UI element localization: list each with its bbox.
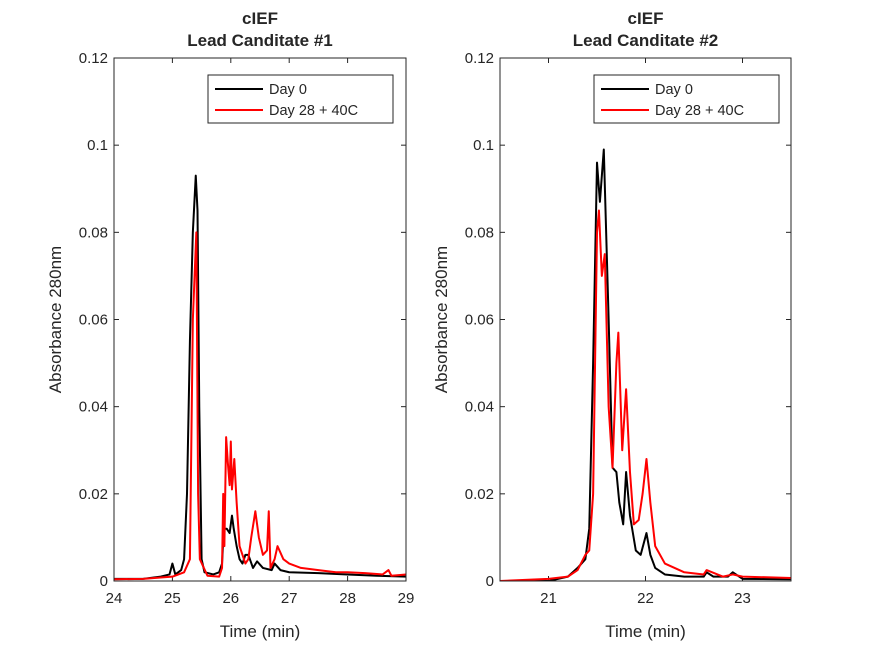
legend-box (207, 74, 394, 124)
x-tick-label: 25 (164, 590, 181, 607)
y-tick-label: 0.1 (473, 137, 494, 154)
plot-area (500, 58, 791, 581)
y-axis-label: Absorbance 280nm (432, 246, 451, 393)
legend-box (593, 74, 780, 124)
legend: Day 0 Day 28 + 40C (207, 74, 394, 124)
plot-area (114, 58, 406, 581)
x-axis-label: Time (min) (605, 622, 686, 641)
legend-entry-label: Day 28 + 40C (269, 103, 358, 119)
y-tick-label: 0.1 (87, 137, 108, 154)
chart-title-line-1: cIEF (242, 9, 278, 28)
chart-lead-candidate-1: cIEF Lead Canditate #1 0 0.02 0.04 0.06 0.08 0.… (46, 9, 414, 641)
chart-title-line-1: cIEF (628, 9, 664, 28)
y-axis-label: Absorbance 280nm (46, 246, 65, 393)
x-tick-label: 28 (339, 590, 356, 607)
x-axis-label: Time (min) (220, 622, 301, 641)
y-tick-label: 0.12 (79, 50, 108, 67)
x-tick-label: 24 (106, 590, 123, 607)
x-tick-label: 22 (637, 590, 654, 607)
y-tick-label: 0.02 (465, 486, 494, 503)
legend-entry-label: Day 0 (269, 82, 307, 98)
chart-title-line-2: Lead Canditate #1 (187, 31, 333, 50)
axes-box (113, 57, 407, 582)
y-tick-label: 0.06 (79, 312, 108, 329)
y-tick-label: 0.04 (79, 399, 108, 416)
y-tick-label: 0.12 (465, 50, 494, 67)
y-tick-label: 0.08 (465, 224, 494, 241)
legend-entry-label: Day 0 (655, 82, 693, 98)
series-line-day-0 (500, 148, 791, 581)
y-tick-label: 0.04 (465, 399, 494, 416)
x-tick-label: 29 (398, 590, 415, 607)
y-tick-label: 0.08 (79, 224, 108, 241)
series-line-day-28-40c (500, 209, 791, 581)
legend-entry-label: Day 28 + 40C (655, 103, 744, 119)
y-tick-label: 0 (486, 573, 494, 590)
x-tick-label: 26 (222, 590, 239, 607)
x-tick-label: 23 (734, 590, 751, 607)
chart-title-line-2: Lead Canditate #2 (573, 31, 719, 50)
legend: Day 0 Day 28 + 40C (593, 74, 780, 124)
y-tick-label: 0.06 (465, 312, 494, 329)
y-tick-label: 0.02 (79, 486, 108, 503)
chart-lead-candidate-2: cIEF Lead Canditate #2 0 0.02 0.04 0.06 0.08 0.… (432, 9, 792, 641)
x-tick-label: 27 (281, 590, 298, 607)
y-tick-label: 0 (100, 573, 108, 590)
x-tick-label: 21 (540, 590, 557, 607)
series-line-day-28-40c (114, 231, 406, 581)
axes-box (499, 57, 792, 582)
